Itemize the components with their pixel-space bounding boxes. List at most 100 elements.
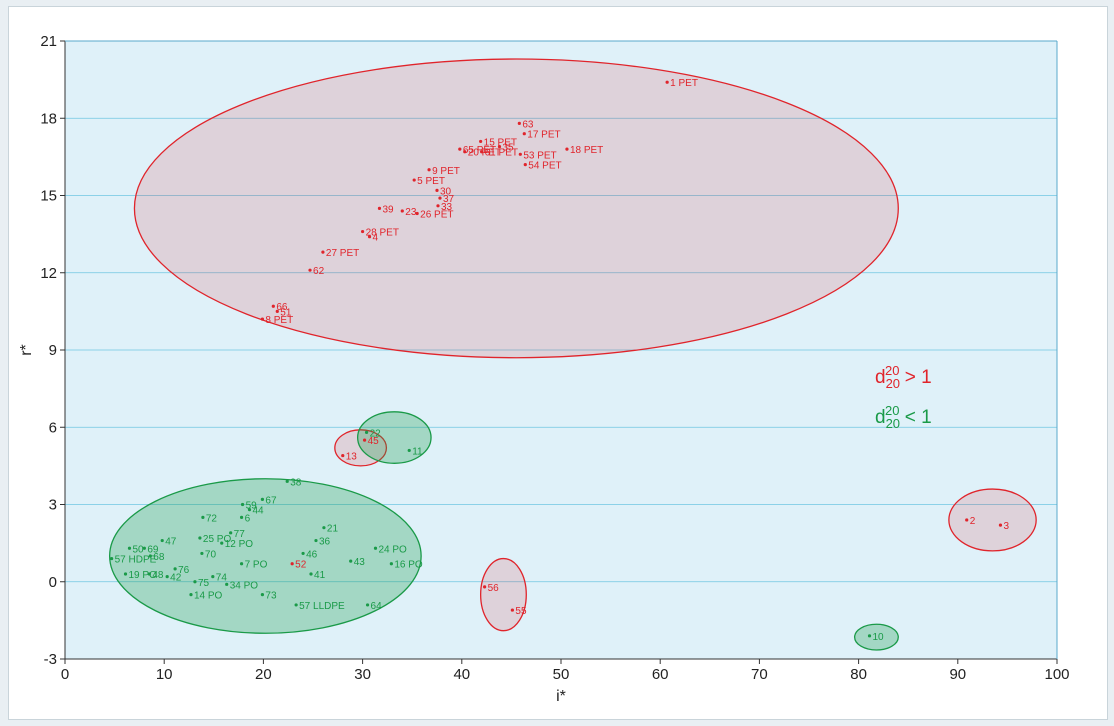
point-label: 66 xyxy=(276,302,288,313)
data-point xyxy=(341,453,345,458)
legend-subscript: 20 xyxy=(886,416,900,431)
data-point xyxy=(271,304,275,308)
point-label: 59 xyxy=(246,501,258,512)
data-point xyxy=(510,608,514,612)
cluster-ellipse-green xyxy=(356,411,432,464)
data-point xyxy=(309,572,313,576)
point-label: 63 xyxy=(522,119,534,130)
point-label: 51 xyxy=(280,307,292,318)
cluster-ellipse-red xyxy=(479,557,527,632)
y-tick-label: 0 xyxy=(49,574,57,591)
data-point xyxy=(229,531,233,535)
point-label: 70 xyxy=(205,549,217,560)
data-point xyxy=(110,556,114,561)
point-label: 45 xyxy=(368,436,380,447)
cluster-ellipse-green xyxy=(853,623,899,651)
legend-relation: < 1 xyxy=(900,407,932,428)
point-label: 34 PO xyxy=(230,580,259,591)
x-tick-label: 0 xyxy=(61,666,69,683)
cluster-ellipse-red xyxy=(133,58,899,359)
legend-item-1: d2020 > 1 xyxy=(875,363,932,391)
point-label: 39 xyxy=(382,204,394,215)
data-point xyxy=(412,178,416,182)
data-point xyxy=(436,204,440,208)
point-label: 64 xyxy=(371,601,383,612)
data-point xyxy=(361,229,365,234)
data-point xyxy=(211,575,215,579)
point-label: 1 PET xyxy=(670,78,698,89)
x-tick-label: 50 xyxy=(553,666,570,683)
data-point xyxy=(240,502,245,507)
point-label: 53 PET xyxy=(523,150,556,161)
data-point xyxy=(517,121,521,125)
data-point xyxy=(867,634,872,638)
y-tick-label: 6 xyxy=(49,419,57,436)
data-point xyxy=(480,150,484,154)
point-label: 30 xyxy=(440,186,452,197)
data-point xyxy=(165,575,169,579)
y-tick-label: 9 xyxy=(49,342,57,359)
data-point xyxy=(458,147,462,151)
data-point xyxy=(275,309,279,313)
point-label: 72 xyxy=(206,513,218,524)
data-point xyxy=(463,150,467,154)
data-point xyxy=(389,562,393,566)
data-point xyxy=(497,144,502,149)
point-label: 24 PO xyxy=(378,544,407,555)
point-label: 20 PET xyxy=(468,148,501,159)
point-label: 23 xyxy=(405,207,417,218)
data-point xyxy=(365,603,370,607)
data-point xyxy=(285,479,289,483)
cluster-ellipses xyxy=(108,58,1037,651)
point-label: 22 xyxy=(370,428,382,439)
point-label: 27 PET xyxy=(326,248,359,259)
point-label: 73 xyxy=(265,591,277,602)
data-point xyxy=(220,541,224,545)
data-point xyxy=(377,206,382,210)
data-point xyxy=(247,508,252,512)
point-label: 43 xyxy=(354,557,366,568)
point-label: 25 PO xyxy=(203,534,232,545)
x-tick-label: 100 xyxy=(1044,666,1069,683)
data-point xyxy=(435,188,439,192)
point-label: 48 xyxy=(152,570,164,581)
data-point xyxy=(665,80,669,84)
x-tick-label: 70 xyxy=(751,666,768,683)
point-label: 21 xyxy=(327,524,339,535)
data-point xyxy=(479,139,483,144)
data-point xyxy=(322,526,326,530)
data-point xyxy=(518,152,522,156)
data-point xyxy=(142,546,146,550)
point-label: 2 xyxy=(970,516,976,527)
point-label: 7 PO xyxy=(245,560,268,571)
point-label: 26 PET xyxy=(420,210,453,221)
x-axis-label: i* xyxy=(556,688,566,705)
point-label: 17 PET xyxy=(527,130,560,141)
x-tick-label: 20 xyxy=(255,666,272,683)
x-tick-label: 10 xyxy=(156,666,173,683)
data-point xyxy=(225,582,229,586)
point-label: 33 xyxy=(441,202,453,213)
point-label: 8 PET xyxy=(265,315,293,326)
point-label: 44 xyxy=(253,506,265,517)
legend-superscript: 20 xyxy=(885,403,899,418)
cluster-ellipse-green xyxy=(108,478,422,634)
y-tick-label: 21 xyxy=(40,33,57,50)
point-label: 35 xyxy=(502,143,514,154)
point-label: 68 xyxy=(153,552,165,563)
data-point xyxy=(239,515,244,519)
point-label: 56 xyxy=(488,583,500,594)
point-label: 6 xyxy=(245,513,251,524)
point-label: 3 xyxy=(1003,521,1009,532)
point-label: 50 xyxy=(132,544,144,555)
point-label: 77 xyxy=(234,529,246,540)
point-label: 37 xyxy=(443,194,455,205)
y-tick-labels: -3 0 3 6 9 12 15 18 21 xyxy=(40,33,57,668)
data-point xyxy=(349,559,353,563)
point-label: 10 xyxy=(873,632,885,643)
point-label: 47 xyxy=(165,537,177,548)
point-label: 75 xyxy=(198,578,210,589)
data-point xyxy=(160,538,164,543)
data-point xyxy=(260,317,265,321)
